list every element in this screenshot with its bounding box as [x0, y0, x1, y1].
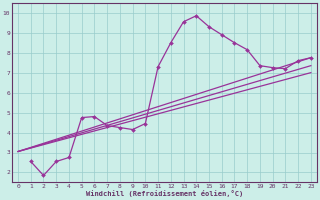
X-axis label: Windchill (Refroidissement éolien,°C): Windchill (Refroidissement éolien,°C)	[86, 190, 243, 197]
